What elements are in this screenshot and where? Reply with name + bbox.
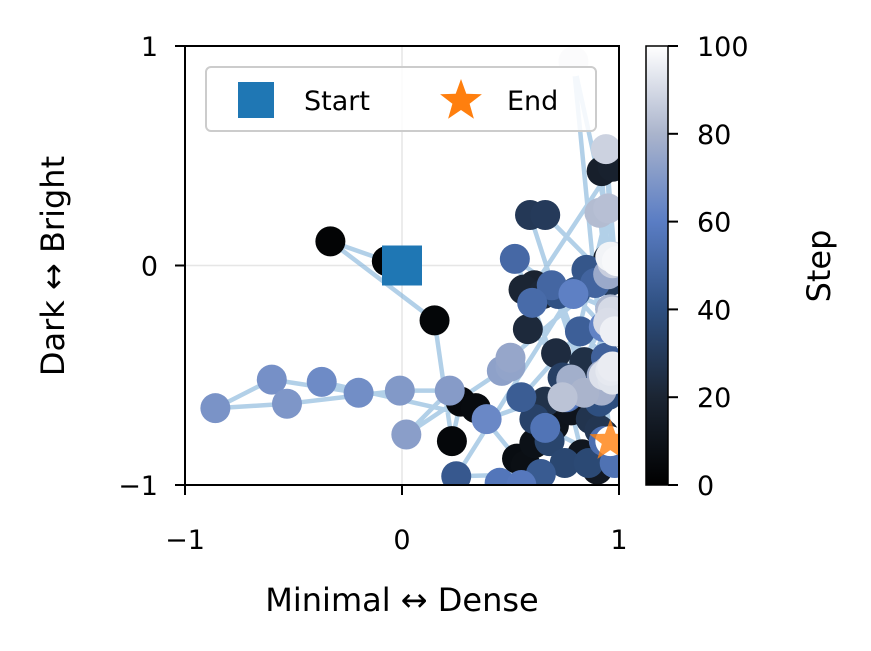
start-marker	[382, 245, 422, 286]
legend-end-star-icon	[440, 79, 482, 119]
legend-start-label: Start	[304, 86, 370, 117]
scatter-point	[499, 243, 530, 274]
y-tick-label: 1	[141, 32, 158, 63]
legend: Start End	[205, 66, 597, 132]
scatter-point	[506, 470, 537, 485]
end-marker	[589, 419, 619, 459]
scatter-point	[391, 419, 422, 450]
scatter-point	[590, 134, 619, 165]
colorbar-tick-label: 100	[697, 32, 749, 63]
scatter-point	[256, 364, 287, 395]
colorbar-tick-label: 20	[697, 383, 731, 414]
scatter-point	[564, 316, 595, 347]
y-tick-label: −1	[118, 471, 158, 502]
legend-box	[205, 66, 597, 132]
scatter-point	[271, 388, 302, 419]
x-tick-label: −1	[165, 525, 205, 556]
colorbar-label: Step	[800, 230, 838, 303]
x-tick-label: 0	[393, 525, 410, 556]
scatter-point	[547, 382, 578, 413]
scatter-point	[599, 316, 619, 347]
x-axis-ticks: −1 0 1	[165, 485, 628, 556]
scatter-point	[343, 377, 374, 408]
scatter-point	[530, 200, 561, 231]
y-axis-ticks: −1 0 1	[118, 32, 185, 502]
scatter-point	[573, 448, 604, 479]
scatter-point	[436, 426, 467, 457]
scatter-point	[471, 404, 502, 435]
x-tick-label: 1	[610, 525, 627, 556]
scatter-point	[541, 338, 572, 369]
scatter-point	[434, 375, 465, 406]
scatter-point	[517, 287, 548, 318]
colorbar: 0 20 40 60 80 100 Step	[645, 32, 838, 502]
legend-start-marker-icon	[238, 82, 274, 118]
scatter-point	[384, 375, 415, 406]
scatter-point	[549, 448, 580, 479]
scatter-point	[495, 342, 526, 373]
scatter-points	[200, 46, 619, 485]
scatter-point	[597, 351, 619, 382]
scatter-point	[315, 226, 346, 257]
scatter-point	[530, 412, 561, 443]
scatter-point	[419, 305, 450, 336]
plot-area	[184, 45, 620, 486]
colorbar-tick-label: 80	[697, 120, 731, 151]
scatter-point	[441, 461, 472, 485]
scatter-point	[601, 246, 619, 277]
scatter-point	[306, 366, 337, 397]
scatter-point	[558, 279, 589, 310]
start-end-markers	[382, 245, 619, 459]
y-axis-label: Dark ↔ Bright	[34, 156, 72, 376]
colorbar-tick-label: 60	[697, 208, 731, 239]
colorbar-ticks: 0 20 40 60 80 100	[668, 32, 749, 502]
scatter-point	[200, 393, 231, 424]
y-tick-label: 0	[141, 252, 158, 283]
scatter-point	[506, 382, 537, 413]
colorbar-gradient	[645, 45, 669, 486]
colorbar-tick-label: 40	[697, 295, 731, 326]
colorbar-tick-label: 0	[697, 471, 714, 502]
legend-end-label: End	[507, 86, 558, 117]
scatter-point	[593, 193, 619, 224]
x-axis-label: Minimal ↔ Dense	[265, 581, 538, 619]
scatter-point	[512, 314, 543, 345]
